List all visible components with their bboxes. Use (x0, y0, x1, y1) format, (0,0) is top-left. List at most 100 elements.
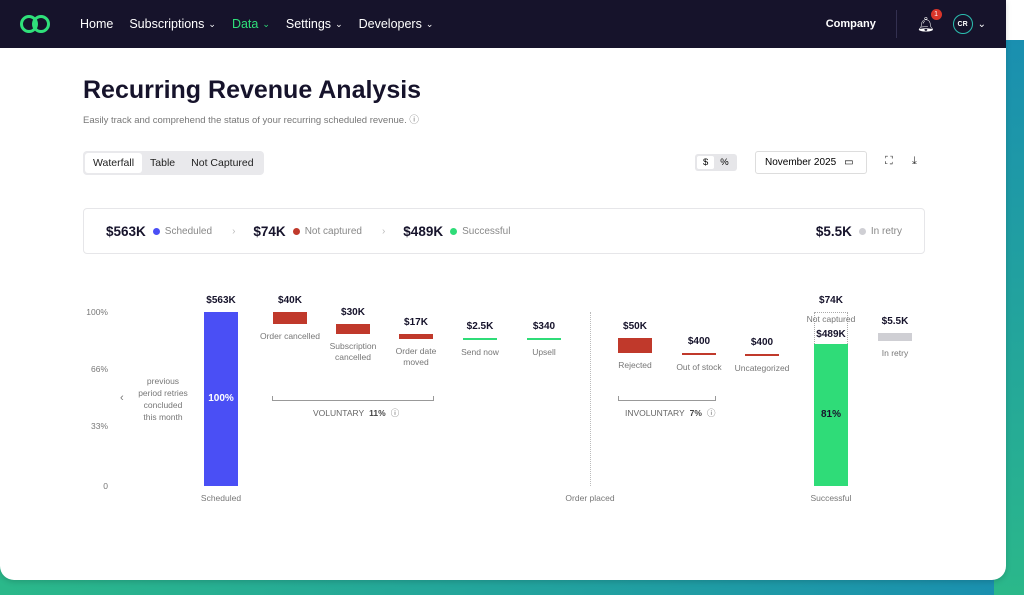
nav-item-data[interactable]: Data ⌄ (232, 17, 270, 31)
tab-not-captured[interactable]: Not Captured (191, 157, 254, 169)
nav-item-developers[interactable]: Developers ⌄ (359, 17, 434, 31)
summary-scheduled: $563K Scheduled (106, 224, 212, 239)
bar-value: $17K (404, 316, 428, 328)
summary-label: In retry (870, 225, 902, 237)
bar-value: $40K (278, 295, 302, 306)
tab-waterfall[interactable]: Waterfall (85, 153, 143, 173)
bar-category: Out of stock (676, 362, 722, 373)
fullscreen-icon[interactable]: ⛶ (885, 155, 893, 167)
summary-successful: $489K Successful (403, 224, 510, 239)
bar-inner-label: 81% (820, 409, 841, 420)
summary-value: $5.5K (815, 223, 852, 239)
chevron-down-icon: ⌄ (208, 18, 216, 29)
bar-in-retry (878, 333, 912, 342)
divider (895, 10, 897, 38)
bar-category: Subscription cancelled (329, 340, 377, 362)
bar-category: Order date moved (395, 345, 437, 367)
nav-label: Subscriptions (129, 17, 205, 31)
summary-value: $74K (253, 223, 286, 239)
subtitle-text: Easily track and comprehend the status o… (83, 115, 407, 126)
bar-category: Order cancelled (259, 331, 320, 342)
chevron-left-icon[interactable]: ‹ (120, 392, 124, 404)
summary-value: $563K (106, 223, 146, 239)
bar-subscription-cancelled (336, 324, 370, 334)
summary-label: Successful (462, 225, 511, 237)
avatar[interactable]: CR (952, 14, 973, 34)
info-icon[interactable]: ⓘ (409, 115, 419, 126)
chevron-down-icon: ⌄ (425, 18, 434, 29)
bar-category: In retry (881, 348, 909, 359)
bar-upsell (527, 338, 561, 340)
top-nav: Home Subscriptions ⌄ Data ⌄ Settings ⌄ Develope… (0, 0, 1006, 48)
y-tick: 33% (90, 421, 108, 431)
voluntary-bracket (272, 396, 434, 401)
summary-value: $489K (403, 223, 444, 239)
nav-item-settings[interactable]: Settings ⌄ (286, 17, 343, 31)
dot-icon (858, 227, 866, 235)
nav-label: Home (80, 17, 114, 31)
dot-icon (450, 227, 458, 235)
summary-not-captured: $74K Not captured (253, 224, 362, 239)
bar-order-date-moved (399, 333, 433, 339)
nav-label: Data (231, 17, 259, 31)
bar-successful (814, 344, 848, 486)
tab-table[interactable]: Table (150, 157, 176, 169)
chevron-right-icon: › (381, 225, 386, 237)
info-icon[interactable]: ⓘ (390, 408, 400, 418)
nav-label: Settings (285, 17, 332, 31)
company-menu[interactable]: Company (825, 18, 876, 30)
bar-value: $563K (206, 295, 236, 306)
calendar-icon: ▭ (844, 157, 854, 168)
nav-label: Developers (358, 17, 422, 31)
page-subtitle: Easily track and comprehend the status o… (83, 112, 419, 126)
date-picker[interactable]: November 2025 ▭ (755, 151, 867, 174)
y-tick: 0 (103, 481, 108, 491)
order-placed-divider (590, 312, 591, 486)
bar-rejected (618, 338, 652, 354)
unit-percent[interactable]: % (720, 157, 729, 168)
summary-label: Scheduled (164, 225, 213, 237)
page-title: Recurring Revenue Analysis (83, 76, 422, 104)
previous-period-note: previous period retries concluded this m… (138, 376, 188, 422)
bar-value: $5.5K (881, 316, 909, 328)
notification-badge: 1 (930, 8, 942, 20)
order-placed-label: Order placed (565, 493, 615, 503)
group-pct: 7% (689, 408, 702, 418)
summary-label: Not captured (304, 225, 362, 237)
logo[interactable] (20, 14, 54, 34)
bar-scheduled (204, 312, 238, 486)
unit-dollar[interactable]: $ (697, 156, 715, 169)
bar-inner-label: 100% (208, 393, 234, 404)
nav-item-home[interactable]: Home (80, 17, 113, 31)
bar-category: Uncategorized (734, 362, 790, 373)
bar-value: $489K (816, 329, 846, 340)
bar-uncategorized (745, 353, 779, 356)
bar-category: Rejected (618, 360, 652, 371)
group-involuntary: INVOLUNTARY 7% ⓘ (625, 407, 715, 419)
bar-value: $400 (687, 336, 711, 348)
app-window: Home Subscriptions ⌄ Data ⌄ Settings ⌄ Develope… (0, 0, 1006, 503)
download-icon[interactable]: ⤓ (912, 155, 917, 167)
bar-value: $30K (341, 307, 365, 319)
bar-order-cancelled (273, 312, 307, 325)
info-icon[interactable]: ⓘ (706, 408, 716, 418)
bar-value: $2.5K (466, 321, 494, 333)
bell-icon[interactable]: 🔔︎ 1 (917, 8, 942, 33)
bar-value: $400 (750, 336, 774, 348)
chevron-down-icon: ⌄ (335, 18, 343, 29)
y-tick: 100% (86, 307, 108, 317)
group-pct: 11% (369, 408, 386, 418)
bar-category: Send now (461, 347, 499, 358)
chevron-down-icon: ⌄ (262, 18, 270, 29)
y-tick: 66% (90, 364, 108, 374)
group-name: INVOLUNTARY (625, 408, 685, 418)
nav-item-subscriptions[interactable]: Subscriptions ⌄ (129, 17, 216, 31)
not-captured-value: $74K (819, 295, 843, 306)
unit-toggle: $ % (695, 154, 737, 171)
bar-not-captured (814, 312, 848, 344)
bar-value: $340 (532, 321, 556, 332)
dot-icon (152, 227, 160, 235)
view-tabs: Waterfall Table Not Captured (83, 151, 264, 175)
not-captured-label: Not captured (806, 314, 856, 324)
chevron-down-icon[interactable]: ⌄ (977, 18, 986, 30)
